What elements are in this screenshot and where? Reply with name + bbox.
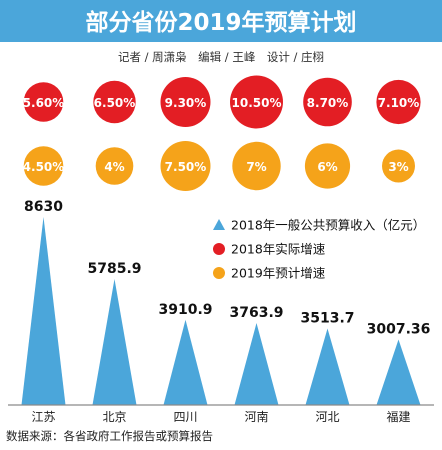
revenue-value-label: 8630 <box>24 199 63 215</box>
actual-growth-circle <box>23 82 64 122</box>
forecast-growth-circle <box>95 147 134 185</box>
forecast-growth-label: 6% <box>317 160 337 174</box>
forecast-growth-circle <box>304 143 351 189</box>
actual-growth-label: 6.50% <box>94 96 136 110</box>
actual-growth-label: 7.10% <box>378 96 420 110</box>
legend-entry: 2018年一般公共预算收入（亿元） <box>231 218 425 233</box>
forecast-growth-label: 4.50% <box>23 160 65 174</box>
revenue-triangle <box>234 323 279 405</box>
actual-growth-row: 5.60% 6.50% 9.30% 10.50% 8.70% 7.10% <box>23 75 421 129</box>
x-tick-label: 北京 <box>102 410 126 424</box>
credits-line: 记者 / 周潇枭 编辑 / 王峰 设计 / 庄栩 <box>118 50 324 64</box>
actual-growth-circle <box>93 80 136 124</box>
legend: 2018年一般公共预算收入（亿元） 2018年实际增速 2019年预计增速 <box>206 208 436 286</box>
legend-box <box>206 208 436 286</box>
forecast-growth-circle <box>232 141 281 191</box>
revenue-value-label: 3007.36 <box>367 322 431 338</box>
revenue-value-label: 3763.9 <box>229 305 283 321</box>
x-tick-label: 四川 <box>173 410 197 424</box>
forecast-growth-row: 4.50% 4% 7.50% 7% 6% 3% <box>23 141 415 191</box>
actual-growth-label: 10.50% <box>232 96 282 110</box>
x-tick-labels: 江苏 北京 四川 河南 河北 福建 <box>31 409 410 424</box>
actual-growth-circle <box>376 79 421 125</box>
x-tick-label: 江苏 <box>31 410 55 424</box>
legend-marker-circle <box>213 267 225 279</box>
revenue-triangle <box>305 328 350 405</box>
revenue-value-label: 3910.9 <box>158 302 212 318</box>
revenue-triangle <box>92 279 137 405</box>
revenue-triangle <box>163 319 208 405</box>
actual-growth-label: 5.60% <box>23 96 65 110</box>
revenue-value-label: 3513.7 <box>300 311 354 327</box>
legend-entry: 2019年预计增速 <box>231 266 326 281</box>
revenue-triangle <box>376 339 421 405</box>
actual-growth-circle <box>230 75 283 129</box>
x-tick-label: 河南 <box>244 409 268 424</box>
forecast-growth-label: 7% <box>246 160 266 174</box>
x-tick-label: 河北 <box>315 410 339 424</box>
chart-title: 部分省份2019年预算计划 <box>85 9 356 36</box>
forecast-growth-label: 3% <box>388 160 408 174</box>
actual-growth-label: 9.30% <box>165 96 207 110</box>
actual-growth-label: 8.70% <box>307 96 349 110</box>
revenue-value-label: 5785.9 <box>87 261 141 277</box>
forecast-growth-circle <box>160 141 211 191</box>
actual-growth-circle <box>160 77 211 127</box>
legend-entry: 2018年实际增速 <box>231 242 326 257</box>
forecast-growth-circle <box>23 146 64 186</box>
legend-marker-circle <box>213 243 225 255</box>
forecast-growth-label: 7.50% <box>165 160 207 174</box>
revenue-triangle <box>21 217 66 405</box>
forecast-growth-label: 4% <box>104 160 124 174</box>
header-banner <box>0 0 442 42</box>
legend-marker-triangle <box>213 219 225 230</box>
actual-growth-circle <box>303 77 352 127</box>
data-source-note: 数据来源：各省政府工作报告或预算报告 <box>6 429 213 443</box>
forecast-growth-circle <box>382 149 415 183</box>
x-tick-label: 福建 <box>386 409 410 424</box>
revenue-triangles: 8630 5785.9 3910.9 3763.9 3513.7 3007.36 <box>21 199 431 405</box>
